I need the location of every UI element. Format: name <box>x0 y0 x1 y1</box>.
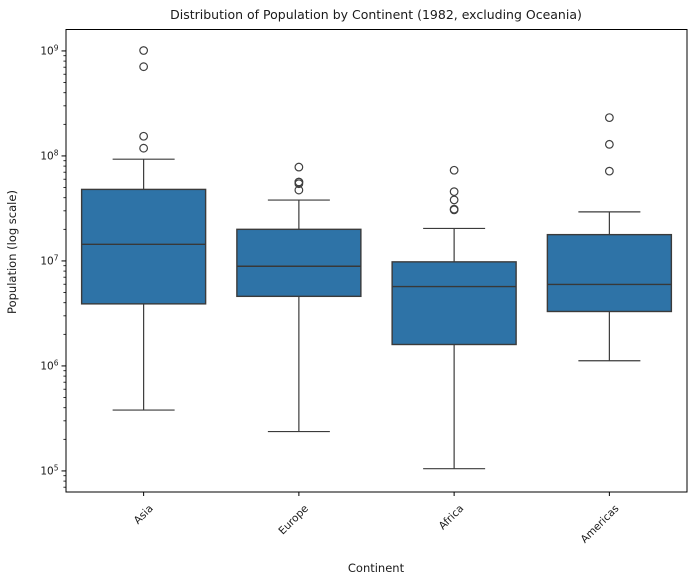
outlier-asia <box>139 46 149 55</box>
x-tick-label-europe: Europe <box>276 503 311 538</box>
y-tick-label: 108 <box>40 148 58 162</box>
box-asia <box>80 188 207 305</box>
outlier-africa <box>449 204 459 214</box>
outlier-americas <box>604 166 614 176</box>
outlier-europe <box>294 177 304 187</box>
x-axis-title: Continent <box>348 561 405 575</box>
outlier-asia <box>139 143 149 153</box>
y-tick-label: 105 <box>40 463 58 477</box>
box-americas <box>546 233 673 313</box>
outlier-americas <box>604 113 614 123</box>
outlier-africa <box>449 195 459 205</box>
x-tick-label-asia: Asia <box>132 503 156 527</box>
box-europe <box>236 228 362 298</box>
y-tick-label: 109 <box>40 43 58 57</box>
outlier-europe <box>294 162 304 172</box>
outlier-africa <box>449 165 459 175</box>
y-axis-title: Population (log scale) <box>5 190 19 314</box>
outlier-americas <box>604 139 614 149</box>
outlier-asia <box>139 62 149 72</box>
box-africa <box>391 261 517 346</box>
x-tick-label-africa: Africa <box>437 503 467 533</box>
outlier-asia <box>139 131 149 141</box>
chart-title: Distribution of Population by Continent … <box>170 7 582 22</box>
axes-frame <box>65 29 688 493</box>
outlier-africa <box>449 187 459 197</box>
y-tick-label: 107 <box>40 253 58 267</box>
chart-layer: 105 106 107 108 109 Asia Europe Africa Americas <box>40 29 688 546</box>
y-tick-label: 106 <box>40 358 58 372</box>
x-tick-label-americas: Americas <box>579 503 622 546</box>
